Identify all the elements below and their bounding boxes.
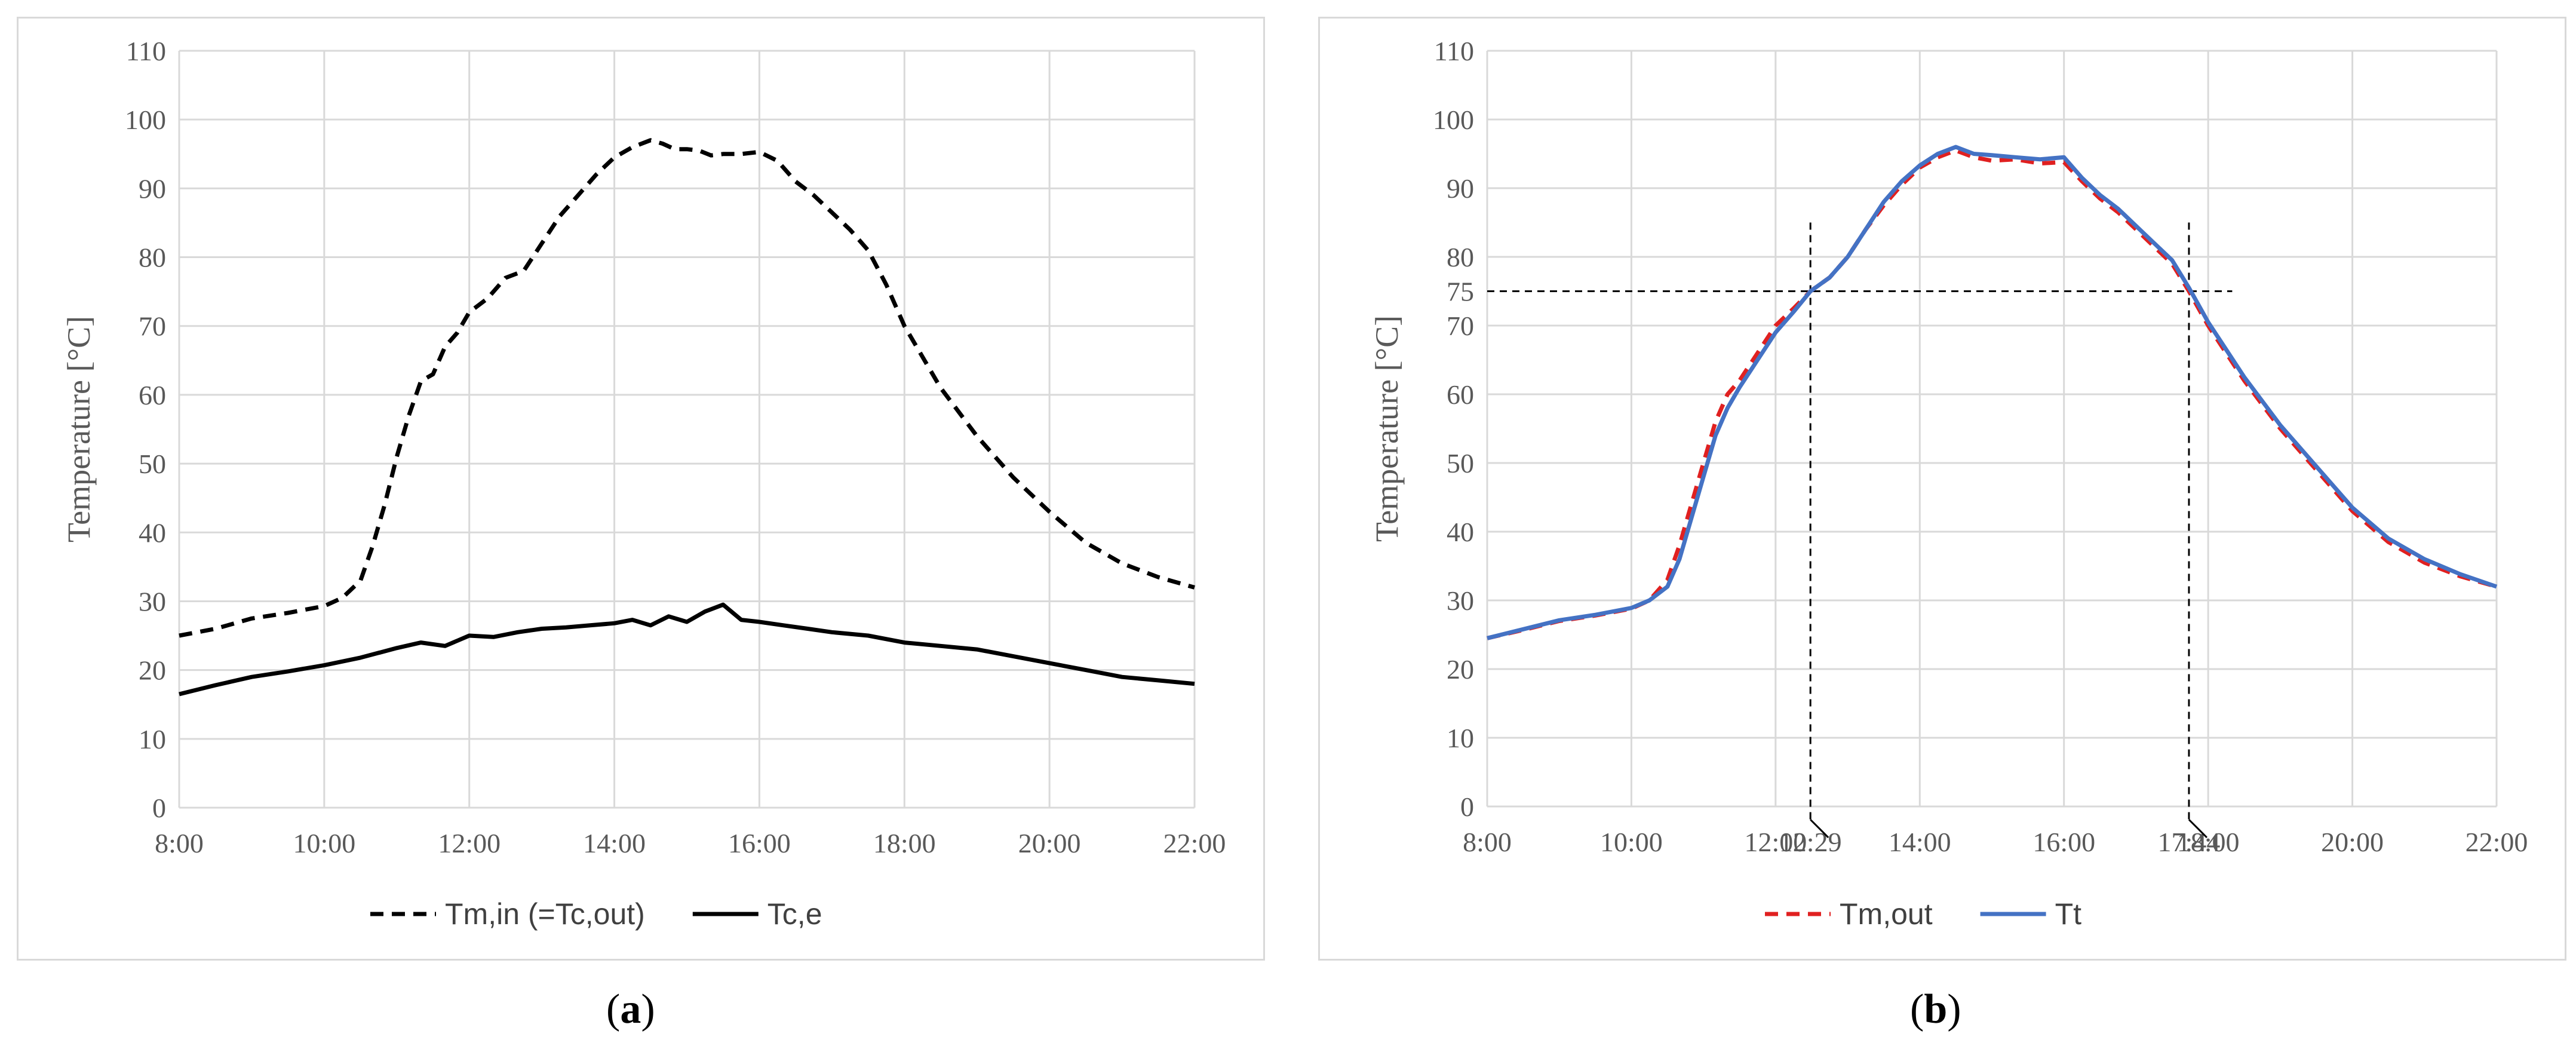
series-line <box>179 138 1195 638</box>
chart-b: 0 10 20 30 40 50 60 70 75 80 90 100 110 8:00 10:00 12:0… <box>1369 36 2528 931</box>
x-tick-label: 16:00 <box>2032 827 2095 857</box>
x-tick-label: 18:00 <box>873 828 936 858</box>
y-tick-label: 60 <box>1447 379 1474 410</box>
y-tick-label: 30 <box>1447 585 1474 616</box>
chart-a: 0 10 20 30 40 50 60 70 80 90 100 110 8:00 10:00 12:00 1… <box>61 36 1226 931</box>
x-tick-label: 10:00 <box>293 828 355 858</box>
y-tick-label: 20 <box>139 655 166 686</box>
x-tick-label: 22:00 <box>1163 828 1226 858</box>
y-tick-label: 70 <box>139 311 166 342</box>
y-tick-label: 0 <box>152 793 166 823</box>
panel-label-a: (a) <box>606 986 655 1032</box>
y-tick-label: 80 <box>1447 242 1474 272</box>
legend-label: Tm,in (=Tc,out) <box>445 897 645 931</box>
x-tick-label: 14:00 <box>1889 827 1951 857</box>
y-tick-label: 10 <box>1447 723 1474 753</box>
series-line <box>1487 145 2498 640</box>
chart-b-frame <box>1318 17 2566 961</box>
x-tick-label: 8:00 <box>155 828 204 858</box>
x-tick-label: 20:00 <box>2321 827 2384 857</box>
legend-label: Tt <box>2055 897 2082 931</box>
x-tick-label: 18:00 <box>2177 827 2240 857</box>
x-tick-label: 20:00 <box>1018 828 1081 858</box>
chart-a-frame <box>17 17 1265 961</box>
crossing-leader <box>2188 818 2208 839</box>
x-tick-label: 16:00 <box>728 828 791 858</box>
y-tick-label: 110 <box>126 36 166 66</box>
x-tick-label-crossing: 12:29 <box>1779 827 1842 857</box>
crossing-leader <box>1810 818 1829 839</box>
y-tick-label: 70 <box>1447 311 1474 341</box>
x-tick-label: 22:00 <box>2466 827 2528 857</box>
y-tick-label: 0 <box>1460 792 1474 822</box>
y-tick-label: 100 <box>1433 105 1474 135</box>
series-line <box>1487 148 2497 640</box>
y-tick-label: 20 <box>1447 654 1474 685</box>
y-tick-label: 60 <box>139 380 166 410</box>
y-tick-label: 10 <box>139 724 166 755</box>
y-tick-label: 110 <box>1434 36 1474 66</box>
x-tick-label: 14:00 <box>583 828 646 858</box>
y-tick-label: 50 <box>139 449 166 479</box>
y-tick-label: 40 <box>139 517 166 548</box>
x-tick-label: 8:00 <box>1463 827 1512 857</box>
y-tick-label: 90 <box>1447 173 1474 204</box>
legend-label: Tm,out <box>1840 897 1933 931</box>
x-tick-label: 10:00 <box>1600 827 1663 857</box>
series-line <box>179 602 1195 697</box>
y-tick-label: 80 <box>139 243 166 273</box>
y-tick-label: 30 <box>139 586 166 617</box>
y-tick-label: 75 <box>1447 277 1474 307</box>
x-tick-label: 12:00 <box>1744 827 1807 857</box>
y-tick-label: 90 <box>139 173 166 204</box>
y-axis-title: Temperature [°C] <box>61 316 97 542</box>
x-tick-label-crossing: 17:44 <box>2158 827 2221 857</box>
x-tick-label: 12:00 <box>438 828 501 858</box>
legend-label: Tc,e <box>767 897 822 931</box>
y-axis-title: Temperature [°C] <box>1369 315 1405 542</box>
y-tick-label: 50 <box>1447 448 1474 479</box>
panel-label-b: (b) <box>1910 986 1961 1032</box>
y-tick-label: 100 <box>125 105 166 135</box>
y-tick-label: 40 <box>1447 517 1474 547</box>
